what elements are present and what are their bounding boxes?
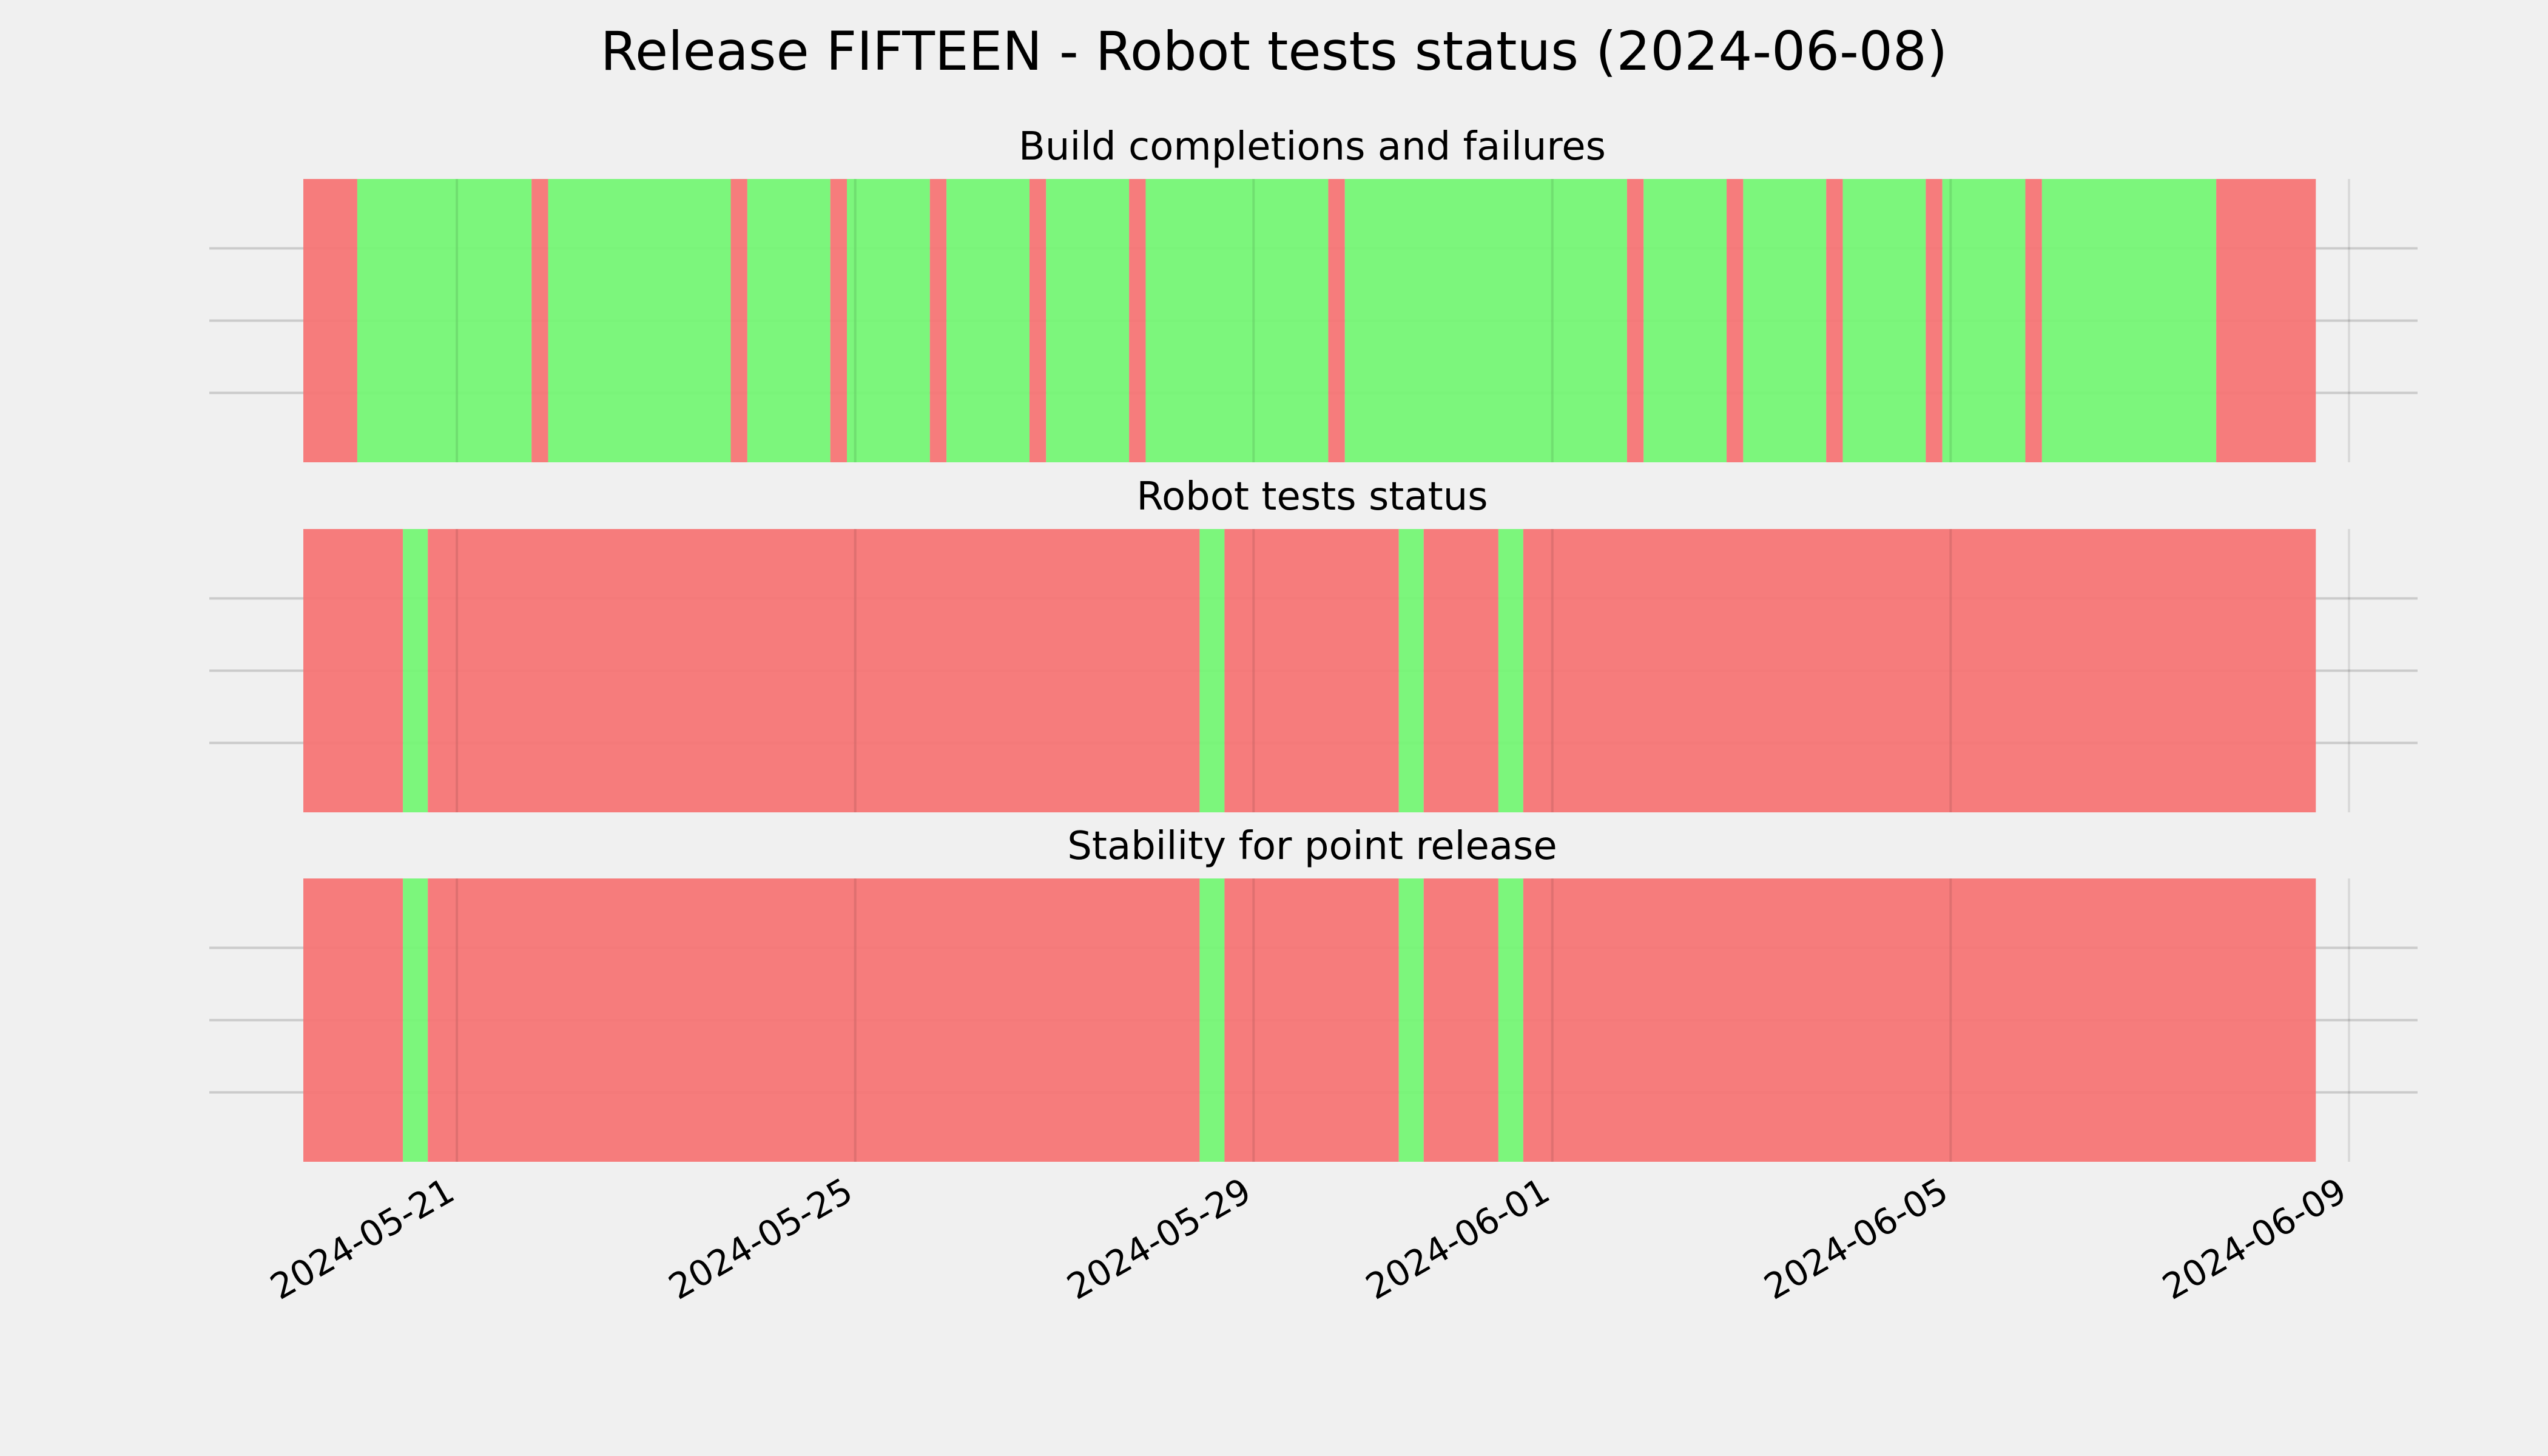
status-segment-pass xyxy=(1398,529,1424,812)
status-segment-fail xyxy=(1523,529,2316,812)
status-segment-pass xyxy=(1842,179,1926,462)
status-segment-fail xyxy=(428,878,1200,1162)
status-segment-fail xyxy=(929,179,947,462)
status-segment-pass xyxy=(1942,179,2026,462)
x-tick-label: 2024-06-01 xyxy=(1359,1170,1557,1307)
status-segment-fail xyxy=(303,529,403,812)
status-segment-pass xyxy=(747,179,831,462)
status-segment-fail xyxy=(303,878,403,1162)
status-segment-fail xyxy=(531,179,548,462)
panel-title: Robot tests status xyxy=(1136,474,1488,519)
status-segment-pass xyxy=(946,179,1030,462)
x-tick-label: 2024-06-05 xyxy=(1757,1170,1955,1307)
x-tick-label: 2024-05-21 xyxy=(263,1170,461,1307)
status-segment-pass xyxy=(1344,179,1627,462)
status-segment-pass xyxy=(1498,529,1523,812)
status-segment-fail xyxy=(830,179,848,462)
status-segment-fail xyxy=(2216,179,2316,462)
status-segment-fail xyxy=(730,179,747,462)
status-segment-fail xyxy=(1626,179,1644,462)
panels: Build completions and failures Robot test… xyxy=(209,124,2418,1162)
panel-title: Build completions and failures xyxy=(1019,124,1606,169)
status-segment-fail xyxy=(2025,179,2042,462)
x-tick-label: 2024-05-29 xyxy=(1060,1170,1258,1307)
status-segment-fail xyxy=(1224,529,1399,812)
x-tick-label: 2024-05-25 xyxy=(662,1170,860,1307)
status-segment-pass xyxy=(2041,179,2217,462)
status-segment-fail xyxy=(1224,878,1399,1162)
status-segment-fail xyxy=(1129,179,1146,462)
status-segment-fail xyxy=(1423,529,1498,812)
status-segment-fail xyxy=(1826,179,1843,462)
status-segment-fail xyxy=(1523,878,2316,1162)
status-segment-pass xyxy=(548,179,731,462)
status-segment-fail xyxy=(1926,179,1943,462)
status-segment-pass xyxy=(847,179,930,462)
chart-title: Release FIFTEEN - Robot tests status (20… xyxy=(601,20,1947,83)
status-segment-pass xyxy=(1046,179,1130,462)
status-segment-pass xyxy=(403,529,428,812)
panel-3: Stability for point release xyxy=(209,824,2418,1162)
status-segment-fail xyxy=(1727,179,1744,462)
status-segment-pass xyxy=(1199,529,1225,812)
panel-title: Stability for point release xyxy=(1067,824,1557,869)
status-segment-pass xyxy=(1199,878,1225,1162)
status-segment-pass xyxy=(1743,179,1827,462)
status-segment-fail xyxy=(303,179,357,462)
status-segment-pass xyxy=(1643,179,1727,462)
status-segment-fail xyxy=(428,529,1200,812)
status-segment-pass xyxy=(1498,878,1523,1162)
x-axis-ticks: 2024-05-21 2024-05-25 2024-05-29 2024-06-01… xyxy=(263,1170,2353,1307)
status-segment-fail xyxy=(1423,878,1498,1162)
x-tick-label: 2024-06-09 xyxy=(2155,1170,2353,1307)
status-segment-fail xyxy=(1328,179,1345,462)
panel-1: Build completions and failures xyxy=(209,124,2418,462)
status-segment-fail xyxy=(1029,179,1046,462)
status-segment-pass xyxy=(1145,179,1329,462)
status-segment-pass xyxy=(403,878,428,1162)
panel-2: Robot tests status xyxy=(209,474,2418,812)
status-segment-pass xyxy=(1398,878,1424,1162)
status-segment-pass xyxy=(357,179,532,462)
